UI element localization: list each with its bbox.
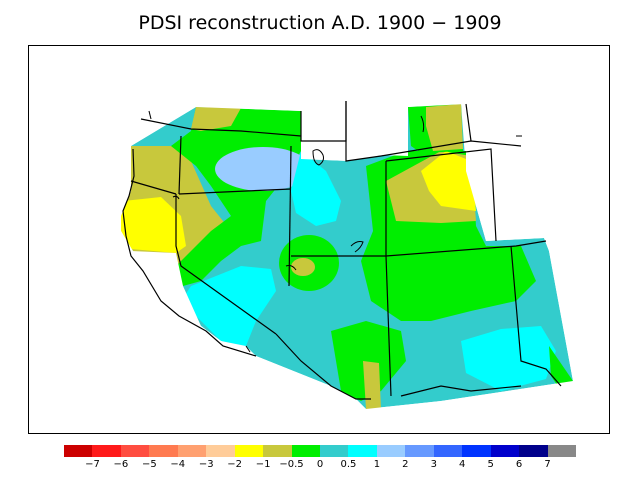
- legend-tick-label: −4: [170, 459, 186, 470]
- legend-swatch: [263, 445, 293, 457]
- lake-mead: [285, 265, 297, 271]
- legend-swatch: [234, 445, 264, 457]
- legend-tick-label: −6: [113, 459, 129, 470]
- legend-tick-label: 7: [544, 459, 551, 470]
- legend-tick-label: 0.5: [340, 459, 357, 470]
- legend-swatch: [64, 445, 93, 457]
- pdsi-region-cyan-south: [181, 266, 276, 346]
- legend-swatch: [519, 445, 549, 457]
- legend-swatch: [320, 445, 349, 457]
- pdsi-map: [29, 46, 609, 433]
- pdsi-region-lightblue: [215, 147, 311, 191]
- border-az-south: [275, 333, 371, 400]
- border-nm-south: [400, 385, 522, 397]
- lake-powell: [350, 241, 364, 253]
- coast-washington: [122, 148, 135, 237]
- pdsi-region-olive-north: [191, 107, 241, 131]
- border-arizona-nm: [385, 255, 392, 397]
- legend-tick-label: −3: [198, 459, 214, 470]
- border-montana: [300, 101, 347, 142]
- legend-tick-label: −1: [255, 459, 271, 470]
- legend-tick-label: −2: [227, 459, 243, 470]
- coast-california: [125, 235, 257, 357]
- border-idaho-west: [178, 135, 182, 195]
- mask-east: [544, 238, 609, 381]
- border-canada: [140, 118, 302, 137]
- legend-tick-label: 5: [487, 459, 494, 470]
- pdsi-region-olive-central: [291, 258, 315, 276]
- legend-tick-label: 2: [402, 459, 409, 470]
- lake-flathead: [148, 110, 152, 120]
- legend-swatch: [177, 445, 207, 457]
- pdsi-region-yellow-east: [421, 151, 476, 211]
- legend-tick-label: −0.5: [279, 459, 304, 470]
- border-utah-nevada: [288, 145, 292, 287]
- border-sd-nd: [465, 103, 472, 142]
- legend-swatch: [405, 445, 435, 457]
- border-oregon-california: [130, 180, 177, 195]
- lake-salton: [245, 345, 251, 353]
- legend-tick-label: −7: [85, 459, 100, 470]
- pdsi-region-west-yellow: [121, 197, 186, 253]
- legend-swatch: [206, 445, 236, 457]
- border-wyoming-east: [385, 148, 497, 242]
- legend-tick-label: 0: [316, 459, 324, 470]
- mask-northeast: [466, 101, 609, 241]
- map-title: PDSI reconstruction A.D. 1900 − 1909: [138, 12, 502, 34]
- border-nm-east: [510, 245, 562, 387]
- state-boundaries: [122, 101, 562, 400]
- legend-swatch: [348, 445, 378, 457]
- mask-california-coast: [131, 251, 256, 361]
- color-legend: −7 −6 −5 −4 −3 −2 −1 −0.5 0 0.5 1 2 3 4 5 6 7: [64, 445, 577, 477]
- legend-swatch: [462, 445, 492, 457]
- legend-swatch: [149, 445, 179, 457]
- lake-yellowstone: [420, 115, 425, 133]
- pdsi-region-olive-montana: [426, 104, 463, 151]
- legend-swatch: [433, 445, 463, 457]
- border-idaho-utah: [178, 188, 292, 195]
- pdsi-region-green-south: [331, 321, 406, 401]
- legend-tick-label: 1: [373, 459, 381, 470]
- pdsi-region-cyan-southeast: [461, 326, 556, 391]
- legend-tick-label: −5: [141, 459, 157, 470]
- pdsi-region-olive-south: [363, 361, 381, 409]
- map-frame: [28, 45, 610, 434]
- border-colorado-east: [385, 240, 547, 257]
- lake-tahoe: [172, 195, 180, 200]
- mask-west: [29, 146, 366, 433]
- legend-swatch: [291, 445, 321, 457]
- legend-swatch: [547, 445, 577, 457]
- legend-tick-label: 3: [430, 459, 437, 470]
- legend-tick-label: 6: [515, 459, 523, 470]
- legend-swatch: [376, 445, 406, 457]
- legend-swatch: [92, 445, 122, 457]
- pdsi-region-cyan-north: [291, 151, 341, 226]
- mask-south: [54, 371, 609, 433]
- legend-swatch: [120, 445, 150, 457]
- lake-great-salt: [312, 149, 324, 166]
- mask-north-west: [29, 46, 609, 161]
- legend-swatch: [490, 445, 520, 457]
- lakes: [148, 110, 522, 353]
- legend-tick-label: 4: [459, 459, 466, 470]
- border-nevada-california: [175, 194, 277, 335]
